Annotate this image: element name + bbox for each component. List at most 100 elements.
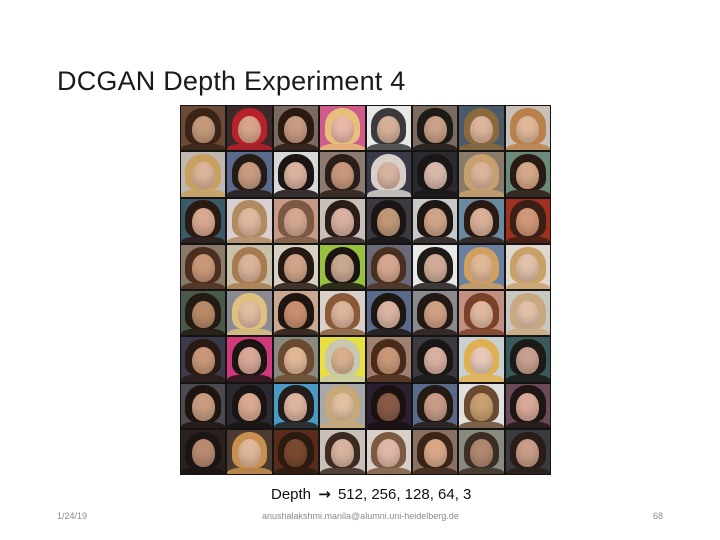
generated-face-image (227, 337, 272, 382)
face-shoulders (227, 281, 272, 289)
face-shoulders (459, 235, 504, 243)
face-shoulders (459, 466, 504, 474)
generated-face-image (366, 291, 411, 336)
face-skin (238, 161, 262, 190)
face-skin (377, 208, 401, 236)
generated-face-image (366, 429, 411, 474)
face-skin (423, 346, 447, 375)
generated-face-image (181, 429, 226, 474)
face-shoulders (459, 143, 504, 151)
face-skin (423, 393, 447, 421)
face-shoulders (505, 374, 550, 382)
face-shoulders (412, 143, 458, 151)
generated-face-image (273, 244, 319, 289)
face-skin (191, 300, 215, 329)
face-shoulders (320, 281, 365, 289)
generated-face-image (273, 291, 319, 336)
generated-face-image (505, 291, 550, 336)
face-shoulders (505, 143, 550, 151)
face-skin (330, 115, 354, 144)
face-skin (284, 115, 308, 144)
face-skin (516, 161, 540, 190)
face-shoulders (505, 420, 550, 428)
face-shoulders (459, 189, 504, 197)
face-shoulders (320, 235, 365, 243)
face-shoulders (227, 420, 272, 428)
face-skin (330, 254, 354, 282)
face-skin (284, 300, 308, 329)
face-shoulders (273, 466, 319, 474)
generated-face-image (227, 429, 272, 474)
face-shoulders (505, 235, 550, 243)
face-shoulders (412, 420, 458, 428)
face-skin (469, 393, 493, 421)
face-skin (516, 346, 540, 375)
generated-face-image (227, 291, 272, 336)
generated-face-image (459, 106, 504, 151)
face-shoulders (273, 328, 319, 336)
face-shoulders (227, 374, 272, 382)
generated-face-image (366, 152, 411, 197)
face-shoulders (181, 466, 226, 474)
face-skin (191, 439, 215, 467)
face-shoulders (273, 281, 319, 289)
caption-prefix: Depth (271, 486, 312, 503)
face-skin (191, 208, 215, 236)
face-skin (469, 254, 493, 282)
face-skin (238, 254, 262, 282)
face-skin (377, 115, 401, 144)
generated-face-image (459, 244, 504, 289)
generated-face-image (366, 337, 411, 382)
generated-face-image (366, 198, 411, 243)
face-shoulders (227, 189, 272, 197)
generated-face-image (412, 291, 458, 336)
generated-face-image (227, 152, 272, 197)
right-arrow-icon: → (318, 485, 331, 503)
generated-face-image (273, 198, 319, 243)
face-skin (191, 254, 215, 282)
face-shoulders (227, 235, 272, 243)
generated-face-image (412, 337, 458, 382)
face-shoulders (459, 420, 504, 428)
face-shoulders (320, 466, 365, 474)
face-skin (516, 208, 540, 236)
generated-face-image (320, 106, 365, 151)
face-shoulders (181, 189, 226, 197)
face-skin (284, 439, 308, 467)
face-shoulders (366, 466, 411, 474)
face-skin (423, 115, 447, 144)
face-skin (469, 439, 493, 467)
face-skin (284, 208, 308, 236)
face-skin (330, 300, 354, 329)
generated-faces-grid (180, 105, 551, 475)
face-shoulders (181, 235, 226, 243)
generated-face-image (320, 198, 365, 243)
generated-face-image (505, 429, 550, 474)
face-skin (330, 346, 354, 375)
face-shoulders (320, 374, 365, 382)
face-shoulders (320, 328, 365, 336)
face-shoulders (320, 143, 365, 151)
face-shoulders (273, 143, 319, 151)
face-shoulders (366, 235, 411, 243)
face-skin (191, 346, 215, 375)
face-skin (191, 393, 215, 421)
face-skin (238, 346, 262, 375)
face-skin (238, 115, 262, 144)
face-shoulders (412, 189, 458, 197)
generated-face-image (181, 244, 226, 289)
face-shoulders (273, 235, 319, 243)
face-shoulders (459, 328, 504, 336)
generated-face-image (412, 106, 458, 151)
face-shoulders (505, 281, 550, 289)
face-shoulders (459, 281, 504, 289)
face-skin (516, 439, 540, 467)
generated-face-image (412, 152, 458, 197)
caption-depth-values: 512, 256, 128, 64, 3 (337, 486, 472, 503)
face-shoulders (320, 189, 365, 197)
face-skin (284, 393, 308, 421)
generated-face-image (459, 198, 504, 243)
face-skin (423, 208, 447, 236)
face-skin (516, 393, 540, 421)
